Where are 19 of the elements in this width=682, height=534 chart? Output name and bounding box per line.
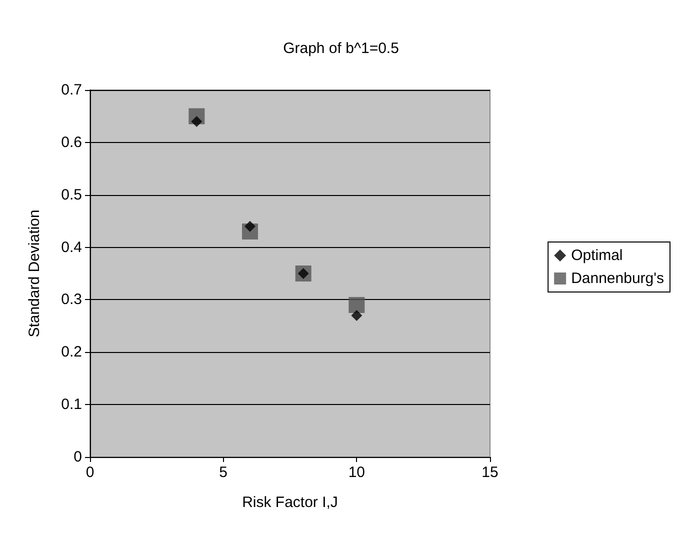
x-tick-label: 10 (348, 464, 366, 481)
x-tick-label: 5 (219, 464, 228, 481)
y-tick-label: 0.2 (61, 344, 82, 361)
chart-title: Graph of b^1=0.5 (283, 40, 399, 57)
x-tick-label: 0 (86, 464, 94, 481)
y-tick-label: 0.1 (61, 396, 82, 414)
y-tick-label: 0.7 (61, 82, 82, 98)
legend-label: Dannenburg's (571, 270, 664, 287)
y-tick-label: 0.4 (61, 238, 82, 256)
x-tick-label: 15 (482, 464, 498, 481)
y-tick-label: 0 (74, 448, 82, 466)
y-tick-label: 0.5 (61, 186, 82, 204)
point (348, 296, 365, 313)
y-tick-label: 0.6 (61, 134, 82, 151)
point (351, 310, 362, 321)
legend-label: Optimal (571, 247, 623, 264)
x-axis-title: Risk Factor I,J (242, 494, 338, 511)
y-axis-title: Standard Deviation (26, 210, 43, 338)
y-tick-label: 0.3 (61, 291, 82, 308)
